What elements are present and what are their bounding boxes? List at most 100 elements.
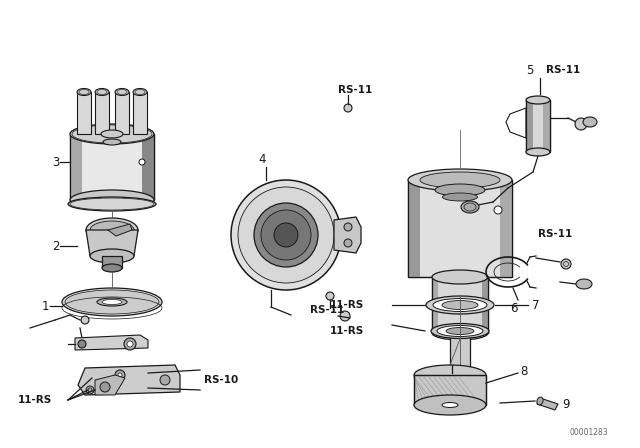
Circle shape: [78, 340, 86, 348]
Polygon shape: [526, 100, 533, 152]
Bar: [408, 180, 512, 277]
Circle shape: [118, 373, 122, 377]
Circle shape: [494, 206, 502, 214]
Circle shape: [238, 187, 334, 283]
Ellipse shape: [576, 279, 592, 289]
Circle shape: [124, 338, 136, 350]
Text: RS-11: RS-11: [538, 229, 572, 239]
Circle shape: [231, 180, 341, 290]
Ellipse shape: [432, 270, 488, 284]
Circle shape: [86, 386, 94, 394]
Ellipse shape: [115, 89, 129, 95]
Circle shape: [115, 370, 125, 380]
Polygon shape: [142, 134, 154, 200]
Polygon shape: [78, 365, 180, 395]
Polygon shape: [408, 180, 512, 277]
Ellipse shape: [446, 327, 474, 335]
Ellipse shape: [102, 300, 122, 305]
Text: 11-RS: 11-RS: [330, 300, 364, 310]
Ellipse shape: [65, 290, 159, 314]
Text: 5: 5: [526, 64, 534, 77]
Circle shape: [127, 341, 133, 347]
Text: 8: 8: [520, 365, 527, 378]
Ellipse shape: [77, 89, 91, 95]
Polygon shape: [537, 398, 558, 410]
Ellipse shape: [62, 288, 162, 316]
Text: 11-RS: 11-RS: [18, 395, 52, 405]
Polygon shape: [70, 134, 82, 200]
Ellipse shape: [420, 172, 500, 188]
Bar: [414, 375, 486, 405]
Ellipse shape: [583, 117, 597, 127]
Ellipse shape: [90, 249, 134, 263]
Ellipse shape: [433, 298, 487, 311]
Ellipse shape: [461, 201, 479, 213]
Polygon shape: [95, 92, 109, 134]
Polygon shape: [86, 230, 138, 256]
Polygon shape: [526, 100, 550, 152]
Text: 3: 3: [52, 155, 60, 168]
Text: 00001283: 00001283: [570, 427, 609, 436]
Circle shape: [575, 118, 587, 130]
Text: 7: 7: [532, 298, 540, 311]
Ellipse shape: [97, 298, 127, 306]
Ellipse shape: [450, 382, 470, 388]
Bar: [70, 134, 154, 200]
Polygon shape: [414, 375, 486, 405]
Polygon shape: [115, 92, 129, 134]
Ellipse shape: [133, 89, 147, 95]
Ellipse shape: [432, 326, 488, 340]
Ellipse shape: [408, 169, 512, 191]
Text: 6: 6: [510, 302, 518, 314]
Polygon shape: [482, 277, 488, 333]
Text: RS-11: RS-11: [546, 65, 580, 75]
Ellipse shape: [70, 190, 154, 210]
Circle shape: [344, 239, 352, 247]
Text: 9: 9: [562, 397, 570, 410]
Polygon shape: [95, 375, 125, 395]
Text: RS-11: RS-11: [310, 305, 344, 315]
Ellipse shape: [442, 301, 478, 310]
Circle shape: [344, 104, 352, 112]
Polygon shape: [75, 335, 148, 350]
Circle shape: [326, 292, 334, 300]
Ellipse shape: [103, 139, 121, 145]
Bar: [432, 277, 488, 333]
Circle shape: [340, 311, 350, 321]
Ellipse shape: [70, 124, 154, 144]
Circle shape: [261, 210, 311, 260]
Ellipse shape: [526, 148, 550, 156]
Ellipse shape: [435, 184, 485, 196]
Ellipse shape: [431, 323, 489, 339]
Polygon shape: [408, 180, 420, 277]
Ellipse shape: [90, 221, 134, 239]
Circle shape: [81, 316, 89, 324]
Circle shape: [274, 223, 298, 247]
Polygon shape: [334, 217, 361, 253]
Circle shape: [344, 223, 352, 231]
Text: 11-RS: 11-RS: [330, 326, 364, 336]
Text: RS-10: RS-10: [204, 375, 238, 385]
Circle shape: [254, 203, 318, 267]
Ellipse shape: [426, 296, 494, 314]
Bar: [526, 100, 550, 152]
Ellipse shape: [442, 193, 477, 201]
Ellipse shape: [86, 218, 138, 242]
Circle shape: [100, 382, 110, 392]
Polygon shape: [543, 100, 550, 152]
Ellipse shape: [414, 365, 486, 385]
Ellipse shape: [414, 395, 486, 415]
Polygon shape: [500, 180, 512, 277]
Polygon shape: [432, 277, 438, 333]
Ellipse shape: [537, 397, 543, 405]
Ellipse shape: [442, 402, 458, 408]
Ellipse shape: [526, 96, 550, 104]
Text: RS-11: RS-11: [338, 85, 372, 95]
Polygon shape: [102, 256, 122, 268]
Ellipse shape: [437, 326, 483, 336]
Ellipse shape: [101, 130, 123, 138]
Polygon shape: [432, 277, 488, 333]
Ellipse shape: [102, 264, 122, 272]
Circle shape: [160, 375, 170, 385]
Ellipse shape: [68, 197, 156, 211]
